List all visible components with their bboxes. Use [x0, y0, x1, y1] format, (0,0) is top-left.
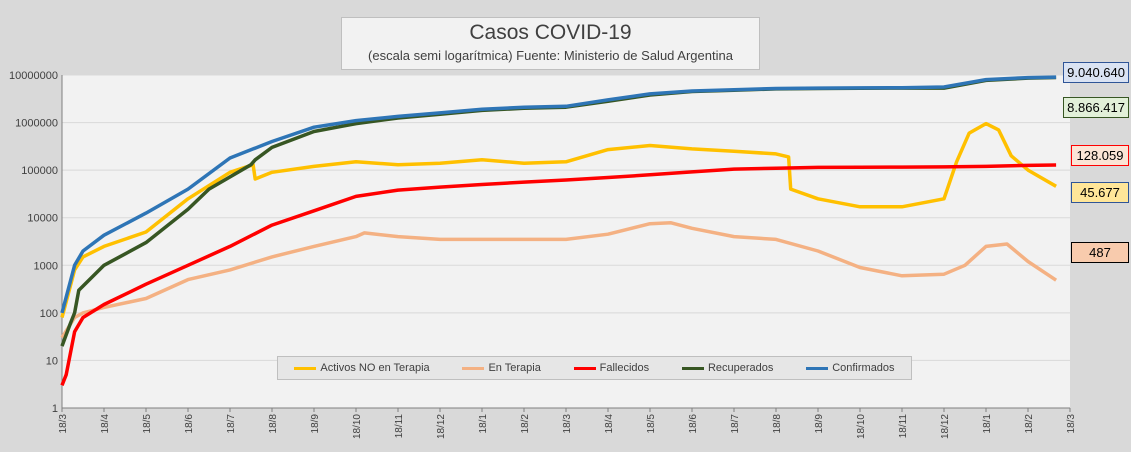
legend-swatch: [294, 366, 317, 370]
last-value-label: 8.866.417: [1063, 97, 1129, 118]
title-box: Casos COVID-19 (escala semi logarítmica)…: [341, 17, 760, 70]
x-tick-label: 18/4: [604, 414, 615, 434]
x-tick-label: 18/2: [1024, 414, 1035, 434]
y-tick-label: 100000: [21, 165, 58, 177]
x-tick-label: 18/3: [58, 414, 69, 434]
x-tick-label: 18/9: [814, 414, 825, 434]
legend-item: Activos NO en Terapia: [294, 362, 430, 374]
series-line-fallecidos: [60, 163, 1057, 386]
plot-area: [62, 75, 1070, 408]
x-tick-label: 18/5: [646, 414, 657, 434]
x-tick-label: 18/6: [184, 414, 195, 434]
legend-label: Activos NO en Terapia: [320, 362, 430, 374]
series-line-activos-no-en-terapia: [60, 121, 1057, 318]
x-tick-label: 18/5: [142, 414, 153, 434]
legend-item: En Terapia: [462, 362, 541, 374]
y-tick-label: 10000000: [9, 70, 58, 82]
legend-label: En Terapia: [488, 362, 541, 374]
legend: Activos NO en Terapia En Terapia Fallecido…: [277, 356, 912, 380]
legend-label: Fallecidos: [599, 362, 650, 374]
last-value-label: 128.059: [1071, 145, 1129, 166]
y-tick-label: 1: [52, 403, 58, 415]
chart-title: Casos COVID-19: [469, 21, 632, 44]
legend-item: Confirmados: [806, 362, 895, 374]
x-tick-label: 18/8: [268, 414, 279, 434]
chart-subtitle: (escala semi logarítmica) Fuente: Minist…: [368, 48, 733, 63]
x-tick-label: 18/3: [1066, 414, 1077, 434]
x-tick-label: 18/1: [982, 414, 993, 434]
x-tick-label: 18/10: [352, 414, 363, 439]
x-tick-label: 18/11: [394, 414, 405, 439]
last-value-label: 9.040.640: [1063, 62, 1129, 83]
legend-item: Recuperados: [681, 362, 774, 374]
x-tick-label: 18/3: [562, 414, 573, 434]
legend-label: Confirmados: [832, 362, 895, 374]
x-tick-label: 18/8: [772, 414, 783, 434]
x-tick-label: 18/7: [226, 414, 237, 434]
last-value-label: 45.677: [1071, 182, 1129, 203]
x-tick-label: 18/1: [478, 414, 489, 434]
x-tick-label: 18/10: [856, 414, 867, 439]
x-tick-label: 18/12: [940, 414, 951, 439]
y-tick-label: 10: [46, 355, 58, 367]
legend-swatch: [806, 366, 829, 370]
x-tick-label: 18/9: [310, 414, 321, 434]
legend-label: Recuperados: [707, 362, 774, 374]
legend-item: Fallecidos: [573, 362, 650, 374]
y-tick-label: 1000: [34, 260, 58, 272]
y-tick-label: 100: [40, 308, 58, 320]
y-tick-label: 1000000: [15, 118, 58, 130]
x-tick-label: 18/11: [898, 414, 909, 439]
legend-swatch: [462, 366, 485, 370]
x-tick-label: 18/6: [688, 414, 699, 434]
last-value-label: 487: [1071, 242, 1129, 263]
y-tick-label: 10000: [27, 213, 58, 225]
legend-swatch: [681, 366, 704, 370]
x-tick-label: 18/12: [436, 414, 447, 439]
x-tick-label: 18/2: [520, 414, 531, 434]
x-tick-label: 18/4: [100, 414, 111, 434]
legend-swatch: [573, 366, 596, 370]
x-tick-label: 18/7: [730, 414, 741, 434]
series-line-en-terapia: [60, 221, 1058, 339]
series-line-confirmados: [60, 75, 1057, 314]
